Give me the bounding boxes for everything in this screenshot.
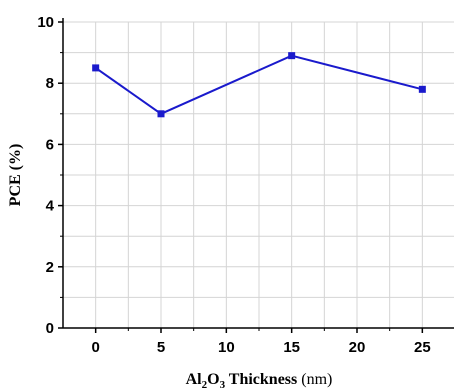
data-series: [92, 52, 426, 118]
x-tick-label: 0: [91, 339, 99, 356]
x-tick-label: 20: [349, 339, 366, 356]
x-tick-label: 15: [283, 339, 300, 356]
data-point: [288, 52, 296, 60]
y-tick-label: 4: [46, 198, 55, 215]
x-tick-label: 10: [218, 339, 235, 356]
y-tick-label: 2: [46, 259, 54, 276]
data-point: [92, 64, 100, 72]
ticks: 0 2 4 6 8 10 0 5 10 15 20 25: [37, 14, 431, 356]
y-tick-label: 8: [46, 75, 54, 92]
grid: [63, 21, 454, 328]
y-tick-label: 0: [46, 320, 54, 337]
x-tick-label: 5: [157, 339, 165, 356]
data-point: [157, 110, 165, 118]
x-tick-label: 25: [414, 339, 431, 356]
y-axis-title: PCE (%): [7, 144, 24, 207]
data-point: [418, 85, 426, 93]
series-line: [95, 54, 423, 115]
y-tick-label: 6: [46, 136, 54, 153]
x-axis-title: Al2O3 Thickness (nm): [186, 371, 333, 390]
y-tick-label: 10: [37, 14, 54, 31]
